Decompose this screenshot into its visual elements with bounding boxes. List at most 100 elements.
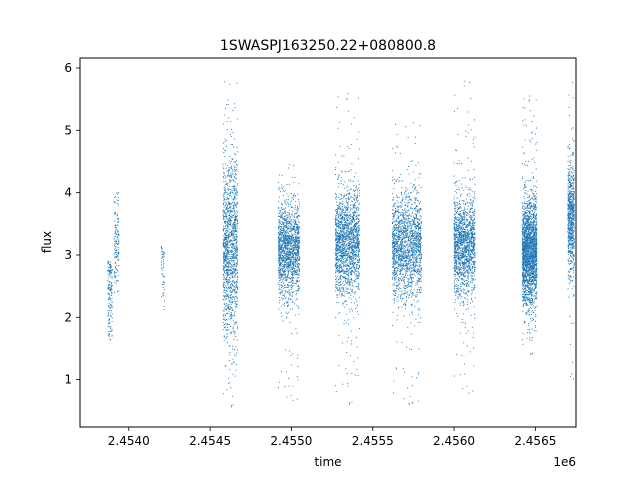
data-point: [350, 302, 352, 304]
data-point: [335, 260, 337, 262]
data-point: [229, 240, 231, 242]
data-point: [232, 259, 234, 261]
data-point: [115, 276, 117, 278]
data-point: [228, 274, 230, 276]
data-point: [280, 288, 282, 290]
data-point: [231, 282, 233, 284]
data-point: [108, 336, 110, 338]
data-point: [283, 235, 285, 237]
data-point: [224, 254, 226, 256]
data-point: [227, 205, 229, 207]
data-point: [224, 190, 227, 192]
data-point: [236, 262, 238, 264]
data-point: [334, 228, 336, 231]
data-point: [342, 235, 345, 237]
data-point: [356, 238, 358, 240]
data-point: [345, 258, 348, 260]
data-point: [237, 249, 239, 251]
data-point: [109, 275, 111, 278]
data-point: [297, 263, 299, 265]
data-point: [162, 264, 164, 266]
data-point: [109, 269, 111, 271]
data-point: [114, 231, 117, 233]
data-point: [278, 212, 280, 214]
data-point: [226, 220, 228, 223]
data-point: [284, 230, 286, 232]
data-point: [224, 210, 226, 212]
data-point: [228, 255, 230, 258]
data-point: [336, 204, 338, 207]
data-point: [279, 381, 281, 383]
data-point: [295, 314, 297, 316]
data-point: [339, 233, 341, 235]
data-point: [292, 218, 294, 221]
data-point: [345, 368, 347, 370]
data-point: [335, 284, 337, 286]
data-point: [234, 196, 236, 198]
data-point: [232, 319, 235, 321]
data-point: [343, 223, 345, 225]
data-point: [298, 250, 300, 252]
data-point: [230, 256, 232, 258]
data-point: [223, 180, 225, 182]
data-point: [229, 207, 231, 209]
data-point: [236, 251, 238, 253]
data-point: [349, 263, 351, 265]
data-point: [280, 263, 283, 265]
data-point: [297, 288, 299, 290]
data-point: [293, 241, 295, 243]
data-point: [282, 256, 284, 258]
data-point: [348, 403, 351, 405]
data-point: [230, 196, 232, 198]
data-point: [233, 281, 235, 283]
data-point: [288, 240, 290, 242]
data-point: [350, 259, 352, 261]
data-point: [226, 259, 228, 261]
data-point: [353, 194, 355, 196]
data-point: [354, 273, 356, 275]
data-point: [110, 289, 112, 291]
data-point: [229, 181, 231, 183]
data-point: [117, 221, 120, 224]
data-point: [286, 229, 288, 231]
data-point: [225, 213, 227, 215]
data-point: [295, 248, 297, 250]
data-point: [228, 236, 230, 238]
data-point: [288, 218, 290, 220]
data-point: [235, 281, 238, 283]
data-point: [298, 183, 300, 185]
data-point: [357, 286, 359, 288]
data-point: [108, 319, 110, 321]
data-point: [354, 225, 356, 227]
data-point: [278, 230, 280, 232]
data-point: [351, 144, 353, 146]
data-point: [229, 228, 231, 230]
data-point: [226, 333, 228, 335]
data-point: [358, 210, 360, 212]
data-point: [222, 194, 224, 197]
data-point: [342, 246, 344, 248]
data-point: [231, 273, 233, 275]
data-point: [233, 331, 235, 333]
data-point: [222, 214, 224, 216]
data-point: [337, 264, 339, 267]
data-point: [342, 303, 345, 305]
data-point: [337, 186, 339, 188]
data-point: [226, 208, 228, 210]
data-point: [295, 294, 297, 296]
data-point: [353, 256, 355, 258]
data-point: [287, 225, 289, 227]
data-point: [224, 256, 226, 258]
data-point: [237, 287, 239, 289]
data-point: [278, 226, 281, 228]
data-point: [340, 256, 342, 258]
data-point: [292, 262, 295, 264]
data-point: [356, 304, 359, 306]
data-point: [296, 273, 298, 276]
data-point: [226, 229, 228, 231]
data-point: [224, 279, 226, 281]
data-point: [227, 210, 229, 212]
data-point: [111, 272, 113, 274]
data-point: [236, 264, 238, 266]
data-point: [339, 265, 341, 267]
